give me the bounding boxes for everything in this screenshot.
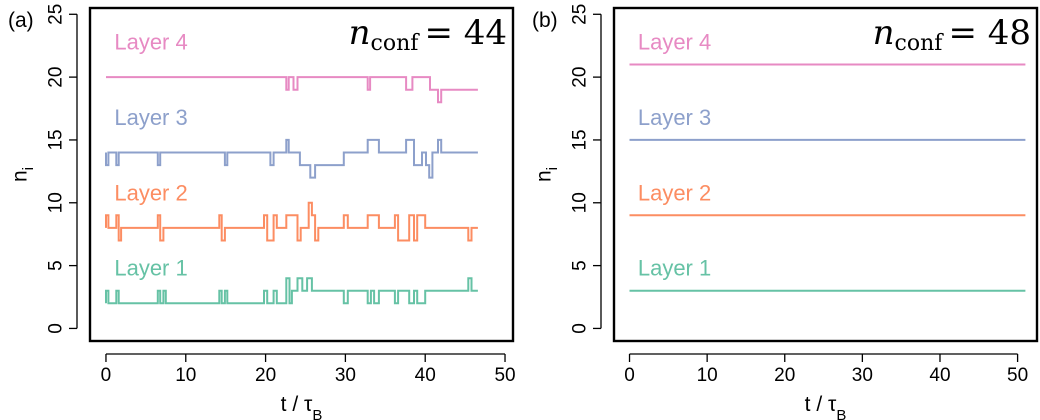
x-tick-label: 10: [175, 365, 196, 386]
y-tick-label: 25: [46, 4, 67, 25]
y-tick-label: 10: [46, 192, 67, 213]
x-tick-label: 0: [624, 365, 635, 386]
series-label-layer-4: Layer 4: [638, 29, 711, 54]
y-tick-label: 15: [46, 129, 67, 150]
y-tick-label: 5: [570, 260, 591, 271]
y-axis-title: ni: [9, 167, 38, 182]
x-tick-label: 30: [335, 365, 356, 386]
series-line-layer-4: [106, 76, 478, 104]
x-tick-label: 10: [697, 365, 718, 386]
y-tick-label: 25: [570, 4, 591, 25]
panel-a: 0 10 20 30 40 50 0 5 10 15 20 25 t / τB ni (a) nconf = 4…: [8, 4, 516, 420]
series-label-layer-3: Layer 3: [638, 105, 711, 130]
series-label-layer-1: Layer 1: [638, 256, 711, 281]
x-tick-label: 40: [415, 365, 436, 386]
x-axis-title: t / τB: [805, 393, 847, 420]
y-tick-label: 20: [46, 67, 67, 88]
series-label-layer-4: Layer 4: [114, 29, 187, 54]
nconf-annotation: nconf = 44: [349, 13, 507, 56]
series-label-layer-2: Layer 2: [638, 180, 711, 205]
series-label-layer-3: Layer 3: [114, 105, 187, 130]
series-label-layer-1: Layer 1: [114, 256, 187, 281]
x-axis: 0 10 20 30 40 50: [101, 353, 516, 386]
y-tick-label: 0: [46, 323, 67, 334]
y-axis: 0 5 10 15 20 25: [570, 4, 602, 334]
panel-b: 0 10 20 30 40 50 0 5 10 15 20 25 t / τB ni (b) nconf = 4…: [532, 4, 1039, 420]
x-tick-label: 30: [852, 365, 873, 386]
x-axis-title: t / τB: [281, 393, 323, 420]
y-axis: 0 5 10 15 20 25: [46, 4, 78, 334]
series-line-layer-1: [105, 277, 478, 305]
x-tick-label: 0: [101, 365, 112, 386]
series-line-layer-2: [105, 201, 478, 242]
y-tick-label: 0: [570, 323, 591, 334]
panel-label: (b): [532, 9, 558, 32]
x-tick-label: 50: [1007, 365, 1028, 386]
x-tick-label: 20: [774, 365, 795, 386]
y-tick-label: 15: [570, 129, 591, 150]
y-tick-label: 10: [570, 192, 591, 213]
plot-frame: [612, 6, 1039, 343]
y-tick-label: 5: [46, 260, 67, 271]
series-line-layer-3: [105, 138, 478, 179]
plot-frame: [88, 6, 515, 343]
x-tick-label: 40: [929, 365, 950, 386]
nconf-annotation: nconf = 48: [873, 13, 1031, 56]
x-tick-label: 20: [255, 365, 276, 386]
x-tick-label: 50: [494, 365, 515, 386]
y-axis-title: ni: [533, 167, 562, 182]
y-tick-label: 20: [570, 67, 591, 88]
x-axis: 0 10 20 30 40 50: [624, 353, 1028, 386]
series-label-layer-2: Layer 2: [114, 180, 187, 205]
panel-label: (a): [8, 9, 34, 32]
